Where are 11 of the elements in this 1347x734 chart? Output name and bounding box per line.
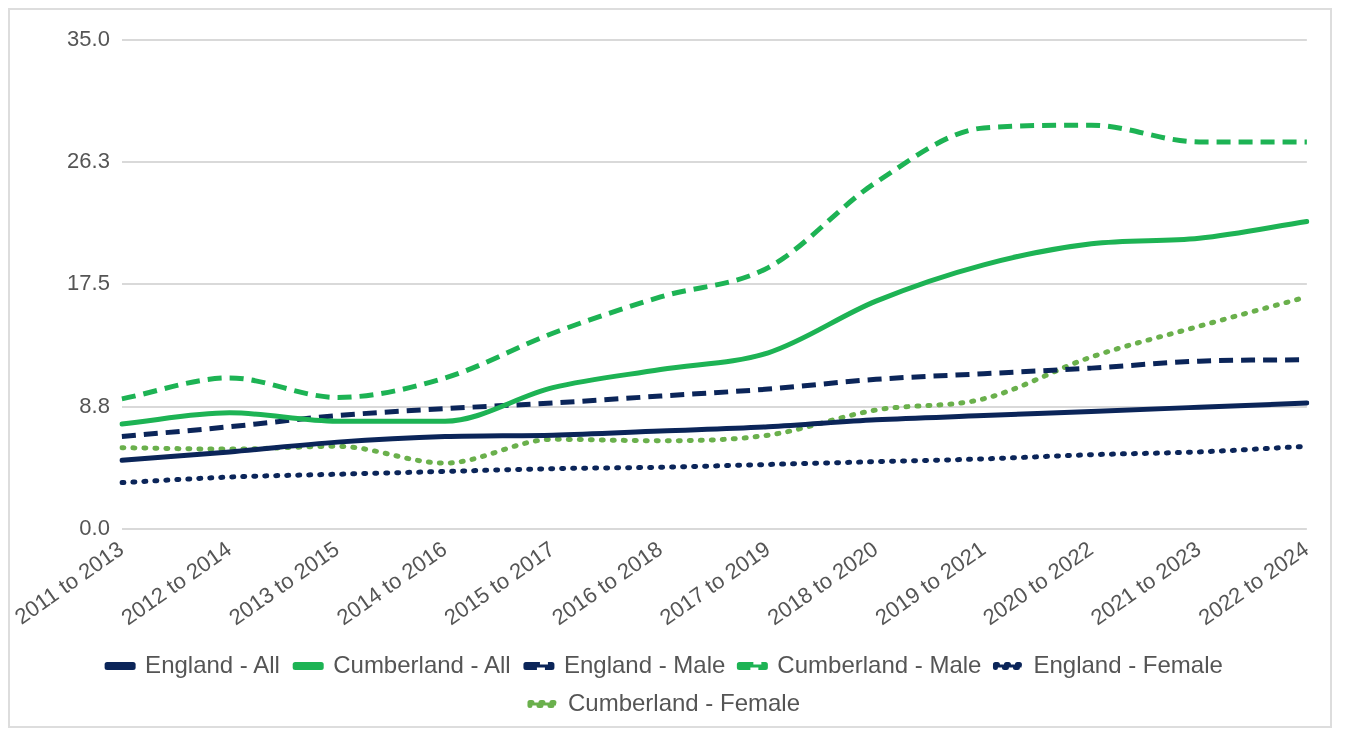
- legend-label: Cumberland - All: [333, 650, 511, 678]
- y-tick-label: 17.5: [67, 270, 110, 296]
- y-tick-label: 0.0: [79, 514, 110, 540]
- legend-label: England - All: [145, 650, 280, 678]
- legend-label: Cumberland - Female: [567, 688, 801, 716]
- y-tick-label: 8.8: [79, 392, 110, 418]
- legend-label: England - Male: [563, 650, 726, 678]
- legend-label: Cumberland - Male: [777, 650, 982, 678]
- legend-label: England - Female: [1033, 650, 1223, 678]
- y-tick-label: 26.3: [67, 148, 110, 174]
- y-tick-label: 35.0: [67, 26, 110, 52]
